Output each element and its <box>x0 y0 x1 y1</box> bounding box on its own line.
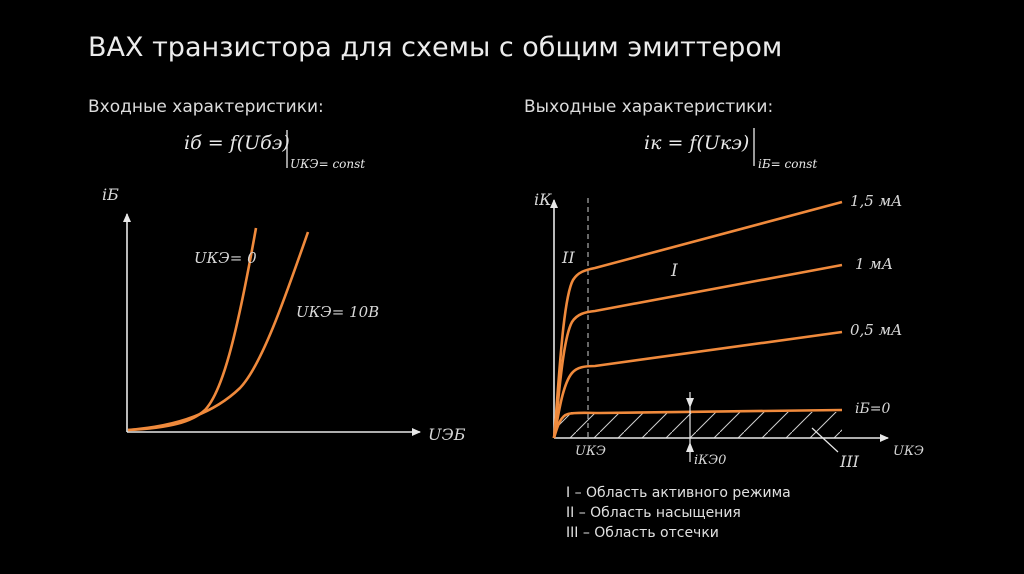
region-label-cutoff: III <box>839 452 860 471</box>
input-curve-uke-0 <box>127 227 258 432</box>
cutoff-current-arrow-up <box>686 442 694 452</box>
output-curve-label-3: iБ=0 <box>855 401 890 417</box>
input-curve-label-1: UКЭ= 10В <box>296 303 379 321</box>
output-curve-1ma <box>552 263 843 439</box>
output-formula-condition: iБ= const <box>758 153 817 172</box>
cutoff-current-arrow-down <box>686 398 694 408</box>
input-curve-label-0: UКЭ= 0 <box>194 249 257 267</box>
saturation-voltage-label: UКЭ <box>575 444 606 459</box>
output-curve-0-5ma <box>552 330 843 439</box>
input-curve-uke-10 <box>127 231 310 432</box>
output-curve-1-5ma <box>552 200 843 439</box>
input-x-axis-label: UЭБ <box>428 425 466 444</box>
input-y-axis-label: iБ <box>102 185 119 204</box>
output-curve-label-2: 0,5 мА <box>850 321 902 339</box>
output-x-axis-label: UКЭ <box>893 444 924 459</box>
cutoff-current-label: iКЭ0 <box>694 453 726 468</box>
output-curve-label-1: 1 мА <box>855 255 893 273</box>
input-formula-condition: UКЭ= const <box>290 153 365 172</box>
region-label-active: I <box>670 261 678 281</box>
cutoff-pointer-line <box>811 427 839 453</box>
region-label-saturation: II <box>561 248 575 267</box>
output-formula: iк = f(Uкэ) <box>644 132 749 154</box>
region-legend: I – Область активного режима II – Област… <box>566 483 791 543</box>
cutoff-hatch-region <box>555 412 842 438</box>
output-formula-main: iк = f(Uкэ) <box>644 132 750 154</box>
legend-item-cutoff: III – Область отсечки <box>566 525 719 541</box>
output-condition: iБ= const <box>758 157 818 171</box>
output-curve-ib-0 <box>552 408 843 439</box>
input-formula-main: iб = f(Uбэ) <box>184 132 290 154</box>
output-heading: Выходные характеристики: <box>524 97 774 117</box>
output-y-axis-label: iК <box>534 190 552 209</box>
legend-item-saturation: II – Область насыщения <box>566 505 741 521</box>
output-curve-label-0: 1,5 мА <box>850 192 902 210</box>
slide-title: ВАХ транзистора для схемы с общим эмитте… <box>88 32 783 63</box>
legend-item-active: I – Область активного режима <box>566 485 791 501</box>
input-condition: UКЭ= const <box>290 157 366 171</box>
input-formula: iб = f(Uбэ) <box>184 132 290 154</box>
input-heading: Входные характеристики: <box>88 97 324 117</box>
